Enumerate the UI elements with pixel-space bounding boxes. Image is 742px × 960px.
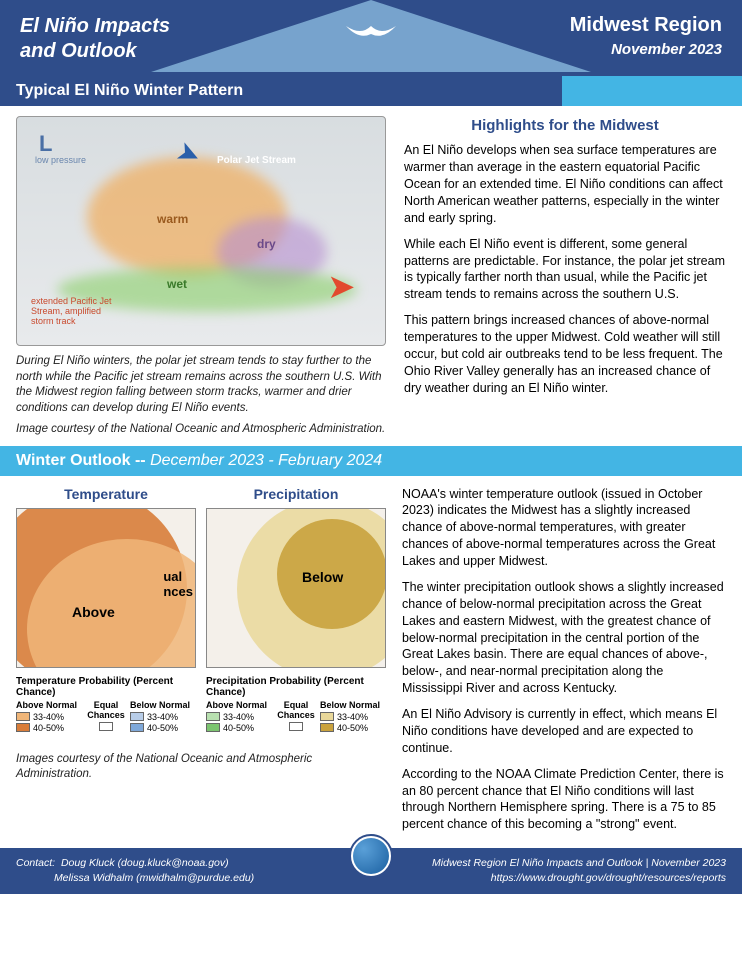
legend-pct: 33-40% (33, 712, 64, 722)
footer-contacts: Contact: Doug Kluck (doug.kluck@noaa.gov… (16, 856, 254, 885)
highlights-p2: While each El Niño event is different, s… (404, 236, 726, 304)
highlights-column: Highlights for the Midwest An El Niño de… (404, 116, 726, 438)
swatch (289, 722, 303, 731)
section-outlook-content: Temperature Above ual nces Temperature P… (0, 476, 742, 849)
precip-legend-title: Precipitation Probability (Percent Chanc… (206, 676, 386, 698)
swatch (130, 712, 144, 721)
section-outlook-title: Winter Outlook -- December 2023 - Februa… (0, 446, 742, 476)
outlook-p4: According to the NOAA Climate Prediction… (402, 766, 726, 834)
temperature-outlook: Temperature Above ual nces Temperature P… (16, 486, 196, 734)
dry-label: dry (257, 237, 276, 251)
outlook-text-column: NOAA's winter temperature outlook (issue… (402, 486, 726, 843)
footer-right: Midwest Region El Niño Impacts and Outlo… (432, 856, 726, 885)
legend-pct: 40-50% (223, 723, 254, 733)
precip-below-label: Below (302, 569, 343, 585)
temp-above-label: Above (72, 604, 115, 620)
footer-doc-title: Midwest Region El Niño Impacts and Outlo… (432, 857, 726, 869)
temperature-map: Above ual nces (16, 508, 196, 668)
legend-pct: 40-50% (337, 723, 368, 733)
temperature-heading: Temperature (16, 486, 196, 502)
swatch (206, 712, 220, 721)
legend-equal-hdr: Equal Chances (276, 700, 316, 720)
outlook-title-daterange: December 2023 - February 2024 (150, 452, 382, 469)
pattern-map-caption: During El Niño winters, the polar jet st… (16, 354, 386, 416)
precip-legend: Above Normal 33-40% 40-50% Equal Chances… (206, 700, 386, 734)
section-pattern-title: Typical El Niño Winter Pattern (0, 76, 742, 106)
precipitation-map: Below (206, 508, 386, 668)
swatch (16, 712, 30, 721)
contact-2: Melissa Widhalm (mwidhalm@purdue.edu) (54, 872, 254, 884)
legend-below-hdr: Below Normal (130, 700, 196, 710)
issue-date: November 2023 (570, 41, 722, 58)
footer-url: https://www.drought.gov/drought/resource… (491, 872, 726, 884)
temp-legend-title: Temperature Probability (Percent Chance) (16, 676, 196, 698)
legend-above-hdr: Above Normal (16, 700, 82, 710)
region-label: Midwest Region (570, 14, 722, 37)
precipitation-outlook: Precipitation Below Precipitation Probab… (206, 486, 386, 734)
wet-label: wet (167, 277, 187, 291)
swatch (16, 723, 30, 732)
legend-pct: 40-50% (147, 723, 178, 733)
swatch (206, 723, 220, 732)
low-pressure-label: low pressure (35, 155, 86, 165)
low-pressure-L: L (39, 131, 52, 157)
highlights-p1: An El Niño develops when sea surface tem… (404, 142, 726, 226)
legend-above-hdr: Above Normal (206, 700, 272, 710)
outlook-p2: The winter precipitation outlook shows a… (402, 579, 726, 697)
temp-legend: Above Normal 33-40% 40-50% Equal Chances… (16, 700, 196, 734)
outlook-p1: NOAA's winter temperature outlook (issue… (402, 486, 726, 570)
outlook-p3: An El Niño Advisory is currently in effe… (402, 706, 726, 757)
contact-label: Contact: (16, 857, 55, 869)
pattern-left-column: L low pressure Polar Jet Stream warm dry… (16, 116, 386, 438)
legend-equal-hdr: Equal Chances (86, 700, 126, 720)
el-nino-pattern-map: L low pressure Polar Jet Stream warm dry… (16, 116, 386, 346)
highlights-p3: This pattern brings increased chances of… (404, 312, 726, 396)
swatch (130, 723, 144, 732)
legend-pct: 33-40% (223, 712, 254, 722)
outlook-title-main: Winter Outlook -- (16, 452, 150, 469)
warm-label: warm (157, 212, 188, 226)
title-line-1: El Niño Impacts (20, 14, 170, 39)
legend-pct: 33-40% (147, 712, 178, 722)
title-line-2: and Outlook (20, 39, 170, 64)
legend-pct: 33-40% (337, 712, 368, 722)
precipitation-heading: Precipitation (206, 486, 386, 502)
contact-1: Doug Kluck (doug.kluck@noaa.gov) (61, 857, 229, 869)
temp-equal-partial-label: ual nces (163, 569, 193, 599)
bird-icon (341, 18, 401, 53)
pacific-arrow-icon: ➤ (327, 267, 356, 307)
pattern-map-credit: Image courtesy of the National Oceanic a… (16, 422, 386, 438)
swatch (320, 712, 334, 721)
document-footer: Contact: Doug Kluck (doug.kluck@noaa.gov… (0, 848, 742, 893)
swatch (320, 723, 334, 732)
swatch (99, 722, 113, 731)
outlook-maps-column: Temperature Above ual nces Temperature P… (16, 486, 386, 843)
noaa-logo-icon (349, 834, 393, 878)
outlook-maps-credit: Images courtesy of the National Oceanic … (16, 752, 386, 783)
pacific-jet-label: extended Pacific Jet Stream, amplified s… (31, 297, 121, 327)
document-header-right: Midwest Region November 2023 (570, 14, 722, 58)
highlights-heading: Highlights for the Midwest (404, 116, 726, 136)
legend-pct: 40-50% (33, 723, 64, 733)
section-pattern-content: L low pressure Polar Jet Stream warm dry… (0, 106, 742, 446)
document-header: El Niño Impacts and Outlook Midwest Regi… (0, 0, 742, 76)
document-title: El Niño Impacts and Outlook (20, 14, 170, 64)
polar-jet-label: Polar Jet Stream (217, 155, 296, 166)
legend-below-hdr: Below Normal (320, 700, 386, 710)
